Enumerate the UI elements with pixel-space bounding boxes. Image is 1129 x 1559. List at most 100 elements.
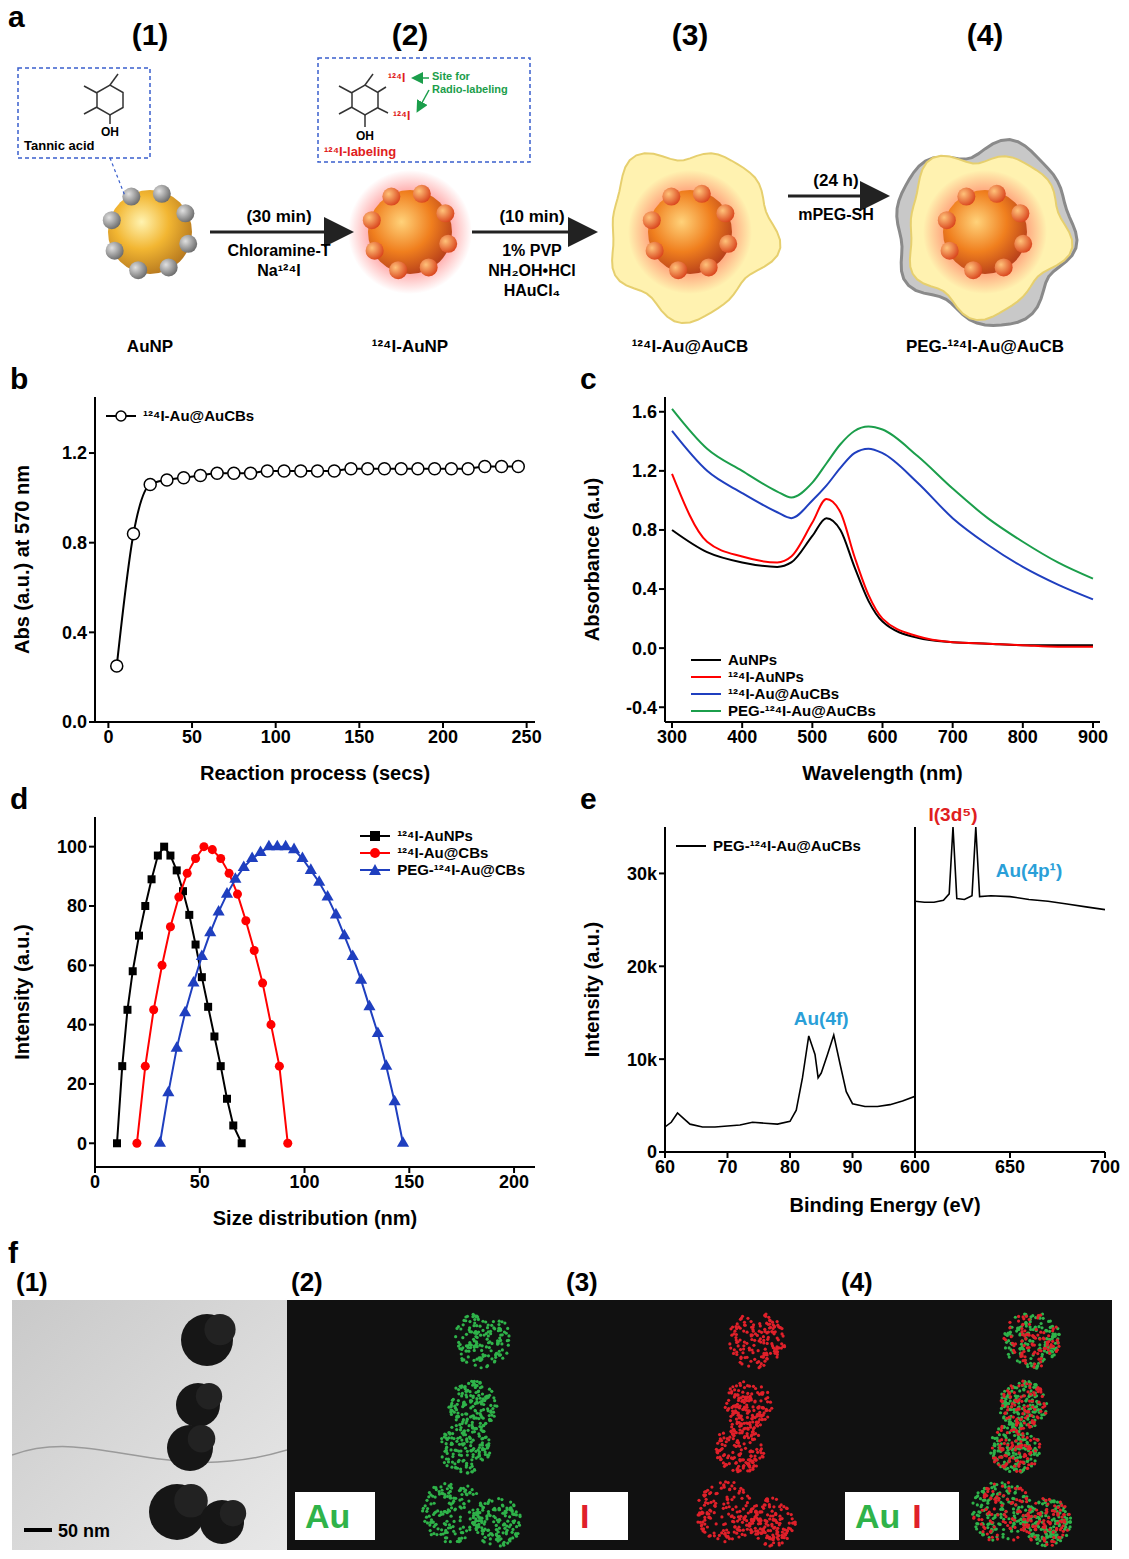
svg-text:Site for: Site for bbox=[432, 70, 471, 82]
svg-text:(3): (3) bbox=[672, 18, 709, 51]
svg-text:OH: OH bbox=[101, 125, 119, 139]
svg-text:100: 100 bbox=[57, 837, 87, 857]
svg-text:500: 500 bbox=[797, 727, 827, 747]
svg-text:0: 0 bbox=[77, 1134, 87, 1154]
svg-text:1% PVP: 1% PVP bbox=[502, 242, 562, 259]
svg-text:-0.4: -0.4 bbox=[626, 698, 657, 718]
html-text:(1): (1) bbox=[16, 1267, 48, 1297]
html-text:(4): (4) bbox=[841, 1267, 873, 1297]
svg-text:0.4: 0.4 bbox=[62, 623, 87, 643]
svg-text:1.2: 1.2 bbox=[62, 443, 87, 463]
svg-text:PEG-¹²⁴I-Au@AuCB: PEG-¹²⁴I-Au@AuCB bbox=[906, 337, 1064, 356]
svg-text:Au(4p¹): Au(4p¹) bbox=[996, 860, 1062, 881]
svg-text:Intensity (a.u.): Intensity (a.u.) bbox=[581, 922, 603, 1058]
svg-text:60: 60 bbox=[655, 1157, 675, 1177]
svg-text:OH: OH bbox=[356, 129, 374, 143]
svg-text:70: 70 bbox=[717, 1157, 737, 1177]
svg-text:1.2: 1.2 bbox=[632, 461, 657, 481]
html-text:¹²⁴I-AuNPs: ¹²⁴I-AuNPs bbox=[728, 668, 804, 685]
svg-text:60: 60 bbox=[67, 956, 87, 976]
svg-text:0: 0 bbox=[647, 1142, 657, 1162]
html-text:(2): (2) bbox=[291, 1267, 323, 1297]
html-text:c: c bbox=[580, 362, 597, 395]
svg-text:AuNP: AuNP bbox=[127, 337, 173, 356]
svg-text:100: 100 bbox=[261, 727, 291, 747]
svg-text:150: 150 bbox=[344, 727, 374, 747]
svg-text:0.8: 0.8 bbox=[62, 533, 87, 553]
svg-text:200: 200 bbox=[499, 1172, 529, 1192]
html-text:¹²⁴I-Au@AuCBs: ¹²⁴I-Au@AuCBs bbox=[143, 407, 255, 424]
svg-text:Au: Au bbox=[305, 1497, 350, 1535]
svg-text:Au(4f): Au(4f) bbox=[794, 1008, 849, 1029]
svg-text:10k: 10k bbox=[627, 1050, 658, 1070]
svg-text:0: 0 bbox=[90, 1172, 100, 1192]
svg-text:(30 min): (30 min) bbox=[246, 207, 311, 226]
svg-text:I(3d⁵): I(3d⁵) bbox=[928, 804, 977, 825]
svg-text:200: 200 bbox=[428, 727, 458, 747]
svg-text:20k: 20k bbox=[627, 957, 658, 977]
svg-text:700: 700 bbox=[1090, 1157, 1120, 1177]
svg-text:80: 80 bbox=[67, 896, 87, 916]
html-text:Binding Energy (eV): Binding Energy (eV) bbox=[789, 1194, 981, 1216]
svg-text:Wavelength (nm): Wavelength (nm) bbox=[802, 762, 962, 784]
svg-text:Absorbance (a.u): Absorbance (a.u) bbox=[581, 478, 603, 641]
svg-text:30k: 30k bbox=[627, 864, 658, 884]
svg-text:400: 400 bbox=[727, 727, 757, 747]
svg-text:(2): (2) bbox=[392, 18, 429, 51]
svg-text:¹²⁴I-AuNP: ¹²⁴I-AuNP bbox=[372, 337, 448, 356]
svg-text:¹²⁴I-labeling: ¹²⁴I-labeling bbox=[324, 144, 396, 159]
svg-text:20: 20 bbox=[67, 1074, 87, 1094]
svg-text:0.0: 0.0 bbox=[62, 712, 87, 732]
svg-text:I: I bbox=[580, 1497, 589, 1535]
svg-text:Reaction process (secs): Reaction process (secs) bbox=[200, 762, 430, 784]
svg-text:(4): (4) bbox=[967, 18, 1004, 51]
svg-text:150: 150 bbox=[394, 1172, 424, 1192]
html-text:¹²⁴I-Au@AuCBs: ¹²⁴I-Au@AuCBs bbox=[728, 685, 840, 702]
svg-text:Na¹²⁴I: Na¹²⁴I bbox=[257, 262, 300, 279]
svg-text:Radio-labeling: Radio-labeling bbox=[432, 83, 508, 95]
svg-text:¹²⁴I: ¹²⁴I bbox=[393, 109, 410, 123]
svg-text:Tannic acid: Tannic acid bbox=[24, 138, 95, 153]
svg-text:(24 h): (24 h) bbox=[813, 171, 858, 190]
html-text:AuNPs: AuNPs bbox=[728, 651, 778, 668]
svg-text:600: 600 bbox=[900, 1157, 930, 1177]
svg-text:Intensity (a.u.): Intensity (a.u.) bbox=[11, 924, 33, 1060]
svg-text:800: 800 bbox=[1008, 727, 1038, 747]
svg-text:700: 700 bbox=[938, 727, 968, 747]
svg-text:Chloramine-T: Chloramine-T bbox=[227, 242, 330, 259]
svg-text:650: 650 bbox=[995, 1157, 1025, 1177]
svg-text:(1): (1) bbox=[132, 18, 169, 51]
svg-text:50 nm: 50 nm bbox=[58, 1521, 110, 1541]
svg-text:0.4: 0.4 bbox=[632, 579, 657, 599]
svg-text:100: 100 bbox=[290, 1172, 320, 1192]
svg-text:Size distribution (nm): Size distribution (nm) bbox=[213, 1207, 417, 1229]
html-text:¹²⁴I-Au@CBs: ¹²⁴I-Au@CBs bbox=[397, 844, 489, 861]
svg-text:NH₂OH•HCl: NH₂OH•HCl bbox=[488, 262, 575, 279]
svg-text:Abs (a.u.) at 570 nm: Abs (a.u.) at 570 nm bbox=[11, 465, 33, 654]
html-text:b: b bbox=[10, 362, 29, 395]
svg-text:(10 min): (10 min) bbox=[499, 207, 564, 226]
svg-text:600: 600 bbox=[867, 727, 897, 747]
svg-text:50: 50 bbox=[190, 1172, 210, 1192]
svg-text:mPEG-SH: mPEG-SH bbox=[798, 206, 874, 223]
svg-text:900: 900 bbox=[1078, 727, 1108, 747]
html-text:¹²⁴I-AuNPs: ¹²⁴I-AuNPs bbox=[397, 827, 473, 844]
svg-text:¹²⁴I-Au@AuCB: ¹²⁴I-Au@AuCB bbox=[632, 337, 749, 356]
svg-text:40: 40 bbox=[67, 1015, 87, 1035]
svg-text:HAuCl₄: HAuCl₄ bbox=[504, 282, 561, 299]
html-text:a: a bbox=[8, 0, 25, 33]
svg-text:1.6: 1.6 bbox=[632, 402, 657, 422]
svg-text:50: 50 bbox=[182, 727, 202, 747]
html-text:PEG-¹²⁴I-Au@AuCBs: PEG-¹²⁴I-Au@AuCBs bbox=[728, 702, 876, 719]
svg-text:90: 90 bbox=[842, 1157, 862, 1177]
svg-text:250: 250 bbox=[512, 727, 542, 747]
svg-text:0: 0 bbox=[103, 727, 113, 747]
html-text:d: d bbox=[10, 782, 29, 815]
svg-text:300: 300 bbox=[657, 727, 687, 747]
svg-text:0.0: 0.0 bbox=[632, 639, 657, 659]
svg-text:¹²⁴I: ¹²⁴I bbox=[388, 71, 405, 85]
svg-text:AuI: AuI bbox=[855, 1497, 922, 1535]
svg-text:80: 80 bbox=[780, 1157, 800, 1177]
svg-text:0.8: 0.8 bbox=[632, 520, 657, 540]
html-text:(3): (3) bbox=[566, 1267, 598, 1297]
